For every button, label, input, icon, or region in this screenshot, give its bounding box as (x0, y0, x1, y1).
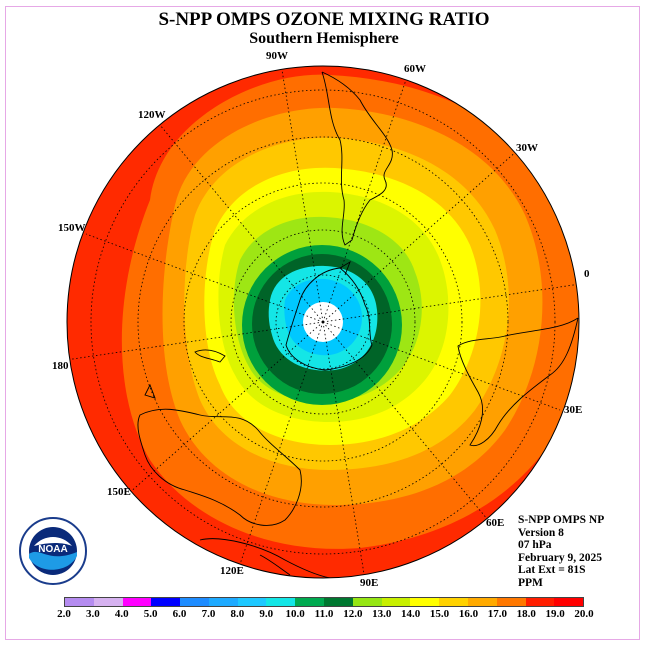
colorbar-tick-label: 17.0 (487, 608, 507, 620)
colorbar-tick-label: 16.0 (458, 608, 479, 620)
lon-label-90w: 90W (266, 50, 288, 62)
colorbar-tick-label: 18.0 (516, 608, 536, 620)
map-title: S-NPP OMPS OZONE MIXING RATIO (158, 9, 490, 30)
coastlines (137, 71, 579, 578)
lon-label-0: 0 (584, 268, 590, 280)
lon-label-60e: 60E (486, 517, 505, 529)
colorbar-swatch (237, 598, 267, 606)
colorbar-swatch (122, 598, 152, 606)
colorbar-swatch (439, 598, 468, 606)
colorbar-tick-label: 8.0 (230, 608, 245, 620)
colorbar-tick-label: 3.0 (86, 608, 100, 620)
colorbar-swatch (467, 598, 497, 606)
colorbar-tick-label: 10.0 (285, 608, 305, 620)
colorbar-swatch (295, 598, 325, 606)
colorbar-swatch (180, 598, 209, 606)
colorbar-swatch (65, 598, 94, 606)
lon-label-30w: 30W (516, 142, 538, 154)
colorbar-swatch (93, 598, 123, 606)
info-date: February 9, 2025 (518, 551, 603, 564)
colorbar-swatch (352, 598, 382, 606)
colorbar (64, 597, 584, 607)
colorbar-swatch (266, 598, 296, 606)
colorbar-tick-label: 4.0 (114, 608, 129, 620)
lon-label-150w: 150W (58, 222, 86, 234)
figure-frame (5, 6, 640, 640)
lon-label-90e: 90E (360, 577, 379, 589)
colorbar-tick-label: 5.0 (143, 608, 158, 620)
colorbar-tick-label: 12.0 (343, 608, 363, 620)
info-level: 07 hPa (518, 539, 552, 552)
colorbar-tick-label: 14.0 (401, 608, 421, 620)
colorbar-swatch (554, 598, 584, 606)
colorbar-tick-label: 15.0 (429, 608, 450, 620)
colorbar-tick-label: 9.0 (259, 608, 274, 620)
colorbar-swatch (208, 598, 238, 606)
info-instrument: S-NPP OMPS NP (518, 514, 605, 526)
colorbar-tick-label: 19.0 (545, 608, 565, 620)
lon-label-180: 180 (52, 360, 69, 372)
info-lat-ext: Lat Ext = 81S (518, 564, 586, 577)
info-block: S-NPP OMPS NP Version 8 07 hPa February … (518, 514, 604, 590)
colorbar-swatch (381, 598, 411, 606)
colorbar-swatch (324, 598, 353, 606)
lon-label-120w: 120W (138, 109, 166, 121)
noaa-logo: NOAA (19, 517, 87, 585)
colorbar-swatch (525, 598, 555, 606)
noaa-logo-text: NOAA (38, 544, 67, 555)
map-boundary (66, 65, 580, 579)
lon-label-150e: 150E (107, 486, 131, 498)
meridian-grid (67, 66, 579, 578)
colorbar-tick-label: 20.0 (574, 608, 594, 620)
info-units: PPM (518, 576, 543, 589)
colorbar-tick-label: 13.0 (372, 608, 392, 620)
colorbar-tick-label: 2.0 (57, 608, 71, 620)
colorbar-swatch (496, 598, 526, 606)
colorbar-swatch (410, 598, 440, 606)
map-subtitle: Southern Hemisphere (249, 30, 399, 47)
latitude-grid (90, 89, 556, 555)
lon-label-30e: 30E (564, 404, 583, 416)
colorbar-tick-label: 6.0 (172, 608, 187, 620)
lon-label-120e: 120E (220, 565, 244, 577)
colorbar-tick-label: 7.0 (201, 608, 216, 620)
colorbar-swatch (151, 598, 181, 606)
info-version: Version 8 (518, 526, 564, 539)
colorbar-tick-label: 11.0 (314, 608, 334, 620)
lon-label-60w: 60W (404, 63, 426, 75)
